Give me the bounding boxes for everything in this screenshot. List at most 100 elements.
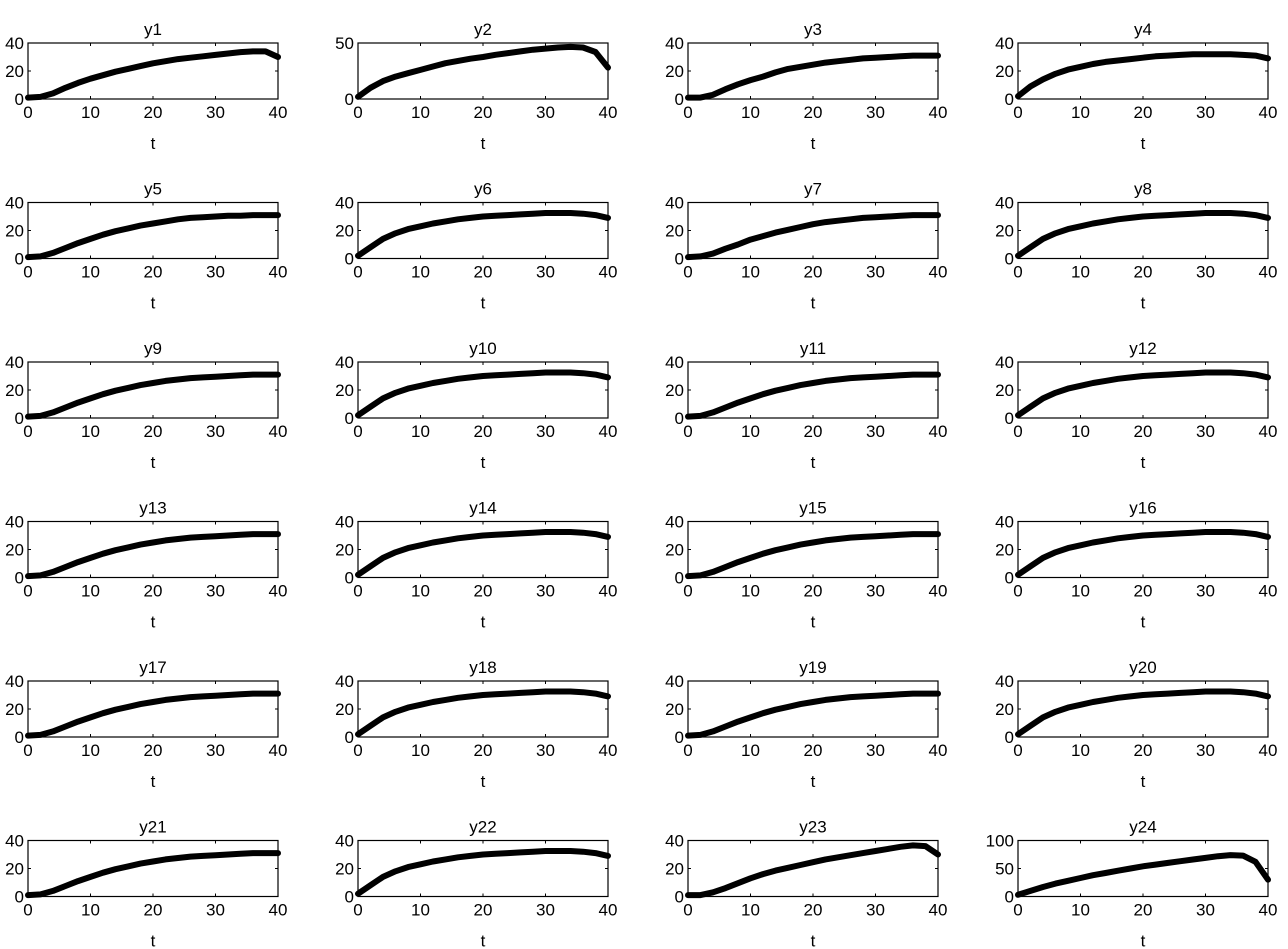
x-tick-label: 40 <box>929 103 948 122</box>
subplot-title: y10 <box>469 339 496 358</box>
series-line <box>355 43 611 100</box>
series-line <box>355 529 611 578</box>
subplot-y17: y17 0 10 20 30 40 0 20 40 t <box>5 658 287 791</box>
x-tick-label: 10 <box>1071 263 1090 282</box>
x-tick-label: 0 <box>1013 103 1022 122</box>
x-tick-label: 40 <box>599 422 618 441</box>
y-tick-label: 0 <box>675 409 684 428</box>
y-tick-label: 40 <box>5 832 24 851</box>
y-tick-label: 0 <box>1005 409 1014 428</box>
x-tick-label: 10 <box>411 741 430 760</box>
x-tick-label: 30 <box>1196 103 1215 122</box>
x-tick-label: 20 <box>144 263 163 282</box>
x-tick-label: 0 <box>683 103 692 122</box>
x-tick-label: 40 <box>599 263 618 282</box>
x-axis-label: t <box>1141 294 1146 313</box>
x-tick-label: 30 <box>866 263 885 282</box>
subplot-title: y17 <box>139 658 166 677</box>
subplot-title: y9 <box>144 339 162 358</box>
x-tick-label: 30 <box>866 422 885 441</box>
x-tick-label: 40 <box>599 103 618 122</box>
subplot-y15: y15 0 10 20 30 40 0 20 40 t <box>665 499 947 632</box>
x-tick-label: 20 <box>474 263 493 282</box>
y-tick-label: 20 <box>995 222 1014 241</box>
x-tick-label: 10 <box>81 263 100 282</box>
y-tick-label: 20 <box>5 222 24 241</box>
y-tick-label: 40 <box>5 34 24 53</box>
x-tick-label: 20 <box>144 582 163 601</box>
x-tick-label: 0 <box>353 422 362 441</box>
y-tick-label: 40 <box>665 34 684 53</box>
x-tick-label: 20 <box>804 741 823 760</box>
x-tick-label: 30 <box>536 741 555 760</box>
y-tick-label: 20 <box>335 541 354 560</box>
series-line <box>355 210 611 259</box>
y-tick-label: 20 <box>995 62 1014 81</box>
y-tick-label: 20 <box>335 381 354 400</box>
y-tick-label: 40 <box>995 194 1014 213</box>
y-tick-label: 40 <box>335 672 354 691</box>
y-tick-label: 40 <box>665 194 684 213</box>
plot-area <box>357 42 609 100</box>
y-tick-label: 20 <box>665 222 684 241</box>
x-tick-label: 20 <box>144 901 163 920</box>
x-tick-label: 30 <box>1196 263 1215 282</box>
x-axis-label: t <box>151 772 156 791</box>
x-tick-label: 0 <box>683 741 692 760</box>
y-tick-label: 0 <box>345 728 354 747</box>
subplot-title: y11 <box>800 339 826 358</box>
x-tick-label: 0 <box>683 901 692 920</box>
x-axis-label: t <box>811 134 816 153</box>
x-tick-label: 40 <box>1259 741 1278 760</box>
series-line <box>25 850 281 899</box>
y-tick-label: 20 <box>665 541 684 560</box>
x-tick-label: 20 <box>474 901 493 920</box>
subplot-y22: y22 0 10 20 30 40 0 20 40 t <box>335 818 617 949</box>
x-tick-label: 0 <box>1013 422 1022 441</box>
y-tick-label: 40 <box>5 194 24 213</box>
x-tick-label: 10 <box>81 422 100 441</box>
y-tick-label: 40 <box>5 353 24 372</box>
series-line <box>355 369 611 419</box>
x-tick-label: 30 <box>1196 901 1215 920</box>
x-tick-label: 40 <box>1259 901 1278 920</box>
y-tick-label: 20 <box>335 860 354 879</box>
y-tick-label: 20 <box>665 381 684 400</box>
y-tick-label: 100 <box>986 832 1014 851</box>
series-line <box>685 690 941 739</box>
y-tick-label: 20 <box>5 381 24 400</box>
x-axis-label: t <box>811 772 816 791</box>
x-tick-label: 30 <box>536 263 555 282</box>
subplot-y23: y23 0 10 20 30 40 0 20 40 t <box>665 818 947 949</box>
x-tick-label: 10 <box>741 103 760 122</box>
series-line <box>1015 51 1271 100</box>
x-axis-label: t <box>481 932 486 949</box>
series-line <box>1015 688 1271 738</box>
x-tick-label: 0 <box>1013 741 1022 760</box>
x-axis-label: t <box>1141 772 1146 791</box>
x-axis-label: t <box>481 613 486 632</box>
x-tick-label: 30 <box>206 901 225 920</box>
y-tick-label: 0 <box>345 250 354 269</box>
y-tick-label: 50 <box>995 860 1014 879</box>
x-tick-label: 0 <box>683 422 692 441</box>
x-tick-label: 40 <box>1259 422 1278 441</box>
subplot-title: y12 <box>1129 339 1156 358</box>
y-tick-label: 40 <box>665 832 684 851</box>
series-line <box>685 371 941 420</box>
subplot-y4: y4 0 10 20 30 40 0 20 40 t <box>995 20 1277 153</box>
y-tick-label: 20 <box>5 541 24 560</box>
x-axis-label: t <box>481 772 486 791</box>
x-tick-label: 30 <box>1196 741 1215 760</box>
x-tick-label: 40 <box>1259 103 1278 122</box>
subplot-y5: y5 0 10 20 30 40 0 20 40 t <box>5 180 287 313</box>
y-tick-label: 0 <box>1005 569 1014 588</box>
x-tick-label: 40 <box>599 741 618 760</box>
subplot-title: y18 <box>469 658 496 677</box>
x-axis-label: t <box>1141 453 1146 472</box>
x-axis-label: t <box>1141 134 1146 153</box>
y-tick-label: 20 <box>5 860 24 879</box>
x-axis-label: t <box>151 134 156 153</box>
x-tick-label: 0 <box>1013 901 1022 920</box>
x-tick-label: 0 <box>1013 582 1022 601</box>
